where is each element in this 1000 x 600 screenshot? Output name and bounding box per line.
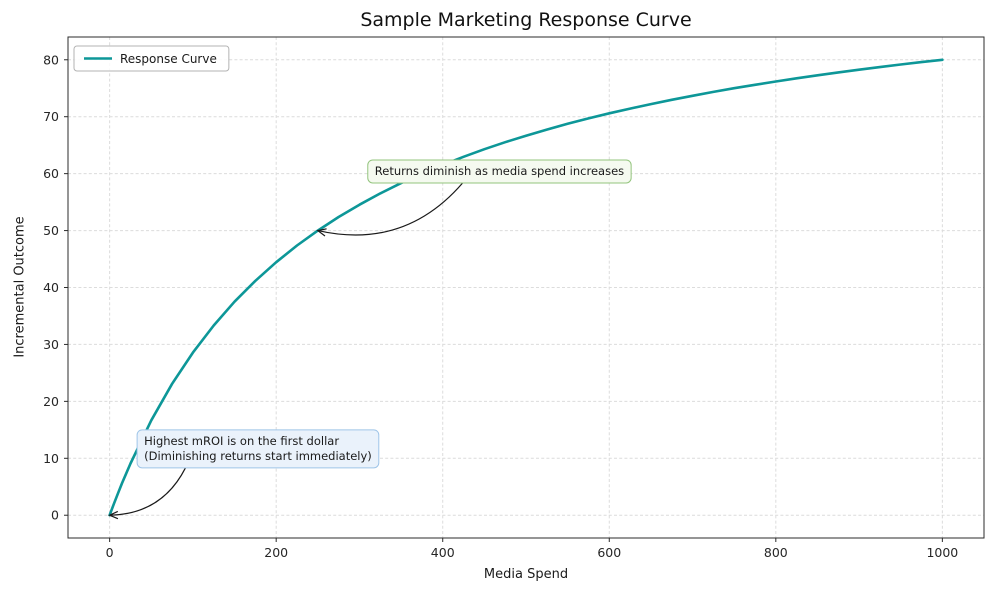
annotation-arrowhead <box>108 510 119 520</box>
annotation-box <box>367 159 632 184</box>
y-tick-label: 10 <box>43 451 59 466</box>
y-tick-label: 60 <box>43 166 59 181</box>
annotation-arrowhead <box>316 228 327 237</box>
x-tick-label: 200 <box>264 545 288 560</box>
annotation-text: Highest mROI is on the first dollar <box>144 434 339 448</box>
y-axis-label: Incremental Outcome <box>12 216 28 358</box>
x-tick-label: 800 <box>764 545 788 560</box>
annotation-text: Returns diminish as media spend increase… <box>375 164 624 178</box>
x-tick-label: 0 <box>106 545 114 560</box>
y-tick-label: 80 <box>43 52 59 67</box>
x-axis-label: Media Spend <box>483 567 569 582</box>
y-tick-label: 70 <box>43 109 59 124</box>
legend-box <box>73 45 230 72</box>
y-tick-label: 40 <box>43 280 59 295</box>
annotation-arrow <box>109 467 187 516</box>
y-tick-label: 0 <box>51 508 59 523</box>
annotation-text: (Diminishing returns start immediately) <box>144 449 372 463</box>
legend-label: Response Curve <box>120 52 217 66</box>
x-tick-label: 600 <box>597 545 621 560</box>
y-tick-label: 50 <box>43 223 59 238</box>
annotation-box <box>136 429 380 469</box>
response-curve-line <box>108 58 944 517</box>
x-tick-label: 1000 <box>926 545 958 560</box>
annotation-arrow <box>317 182 464 236</box>
x-tick-label: 400 <box>431 545 455 560</box>
y-tick-label: 30 <box>43 337 59 352</box>
chart-title: Sample Marketing Response Curve <box>360 9 692 31</box>
y-tick-label: 20 <box>43 394 59 409</box>
